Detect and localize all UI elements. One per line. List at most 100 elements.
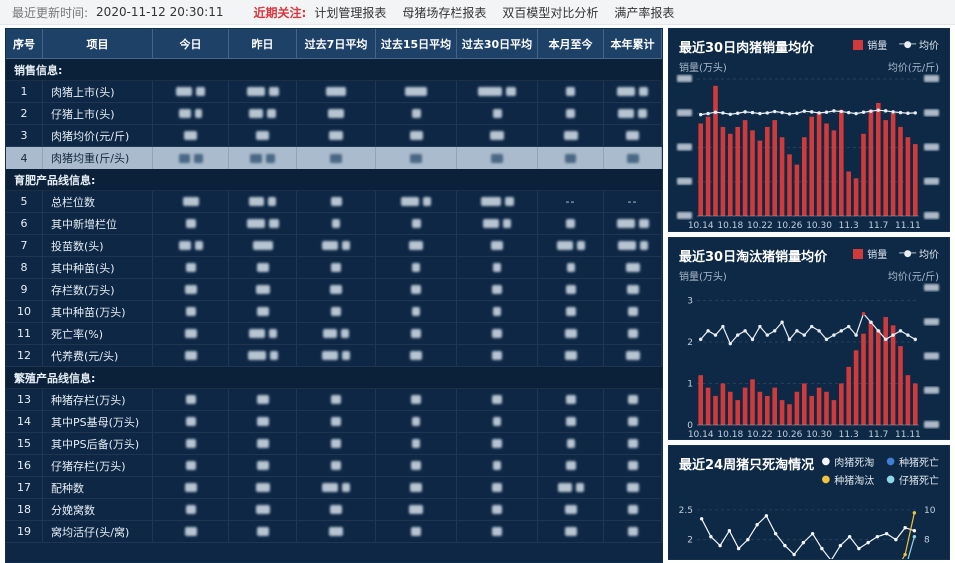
legend-item: ● 种猪淘汰 xyxy=(822,472,875,487)
value-cell xyxy=(229,81,297,102)
redacted-value xyxy=(185,417,196,426)
redacted-value xyxy=(268,87,279,96)
legend-swatch-dot: ● xyxy=(886,474,895,485)
table-row[interactable]: 9 存栏数(万头) xyxy=(6,279,662,301)
redacted-value xyxy=(411,527,421,536)
table-row[interactable]: 18 分娩窝数 xyxy=(6,499,662,521)
table-row[interactable]: 13 种猪存栏(万头) xyxy=(6,389,662,411)
redacted-value xyxy=(492,505,502,514)
value-cell xyxy=(604,323,662,344)
table-row[interactable]: 6 其中新增栏位 xyxy=(6,213,662,235)
table-row[interactable]: 19 窝均活仔(头/窝) xyxy=(6,521,662,543)
redacted-value xyxy=(256,417,269,426)
report-link[interactable]: 计划管理报表 xyxy=(314,5,387,20)
data-point xyxy=(838,543,843,548)
data-point xyxy=(743,110,747,114)
value-cell xyxy=(297,279,376,300)
redacted-value xyxy=(627,307,638,316)
row-label: 分娩窝数 xyxy=(43,499,153,520)
legend-label: 肉猪死淘 xyxy=(834,458,875,469)
value-cell xyxy=(229,411,297,432)
table-row[interactable]: 5 总栏位数 -- -- xyxy=(6,191,662,213)
redacted-value xyxy=(566,263,575,272)
value-cell: -- xyxy=(538,191,604,212)
data-point xyxy=(861,110,866,114)
redacted-value xyxy=(617,87,635,96)
redacted-value xyxy=(410,153,422,163)
svg-text:10.18: 10.18 xyxy=(717,221,743,231)
value-cell xyxy=(229,499,297,520)
data-point xyxy=(728,341,732,346)
report-link[interactable]: 双百模型对比分析 xyxy=(502,5,599,20)
value-cell xyxy=(604,257,662,278)
table-row[interactable]: 2 仔猪上市(头) xyxy=(6,103,662,125)
chart-svg: 1.522.56810 xyxy=(679,506,936,559)
value-cell xyxy=(376,411,457,432)
bar xyxy=(750,379,755,425)
table-row[interactable]: 8 其中种苗(头) xyxy=(6,257,662,279)
redacted-value xyxy=(331,307,341,316)
data-point xyxy=(875,534,880,539)
data-point xyxy=(718,543,722,548)
value-cell xyxy=(604,213,662,234)
report-link[interactable]: 满产率报表 xyxy=(614,5,675,20)
redacted-value xyxy=(626,285,639,294)
table-row[interactable]: 16 仔猪存栏(万头) xyxy=(6,455,662,477)
redacted-value xyxy=(176,87,192,96)
table-row[interactable]: 7 投苗数(头) xyxy=(6,235,662,257)
report-link[interactable]: 母猪场存栏报表 xyxy=(402,5,487,20)
table-row[interactable]: 17 配种数 xyxy=(6,477,662,499)
legend-label: 销量 xyxy=(867,41,888,52)
value-cell xyxy=(297,521,376,542)
redacted-value xyxy=(268,197,276,206)
right-axis-caption: 均价(元/斤) xyxy=(887,272,939,283)
data-point xyxy=(912,511,917,515)
value-cell xyxy=(376,521,457,542)
legend-item: ● 肉猪死淘 xyxy=(822,454,875,469)
redacted-value xyxy=(256,439,269,448)
value-cell xyxy=(153,213,229,234)
value-cell xyxy=(153,191,229,212)
row-label: 其中PS后备(万头) xyxy=(43,433,153,454)
row-index: 5 xyxy=(6,191,43,212)
data-point xyxy=(824,337,829,342)
redacted-value xyxy=(256,395,269,404)
table-row[interactable]: 15 其中PS后备(万头) xyxy=(6,433,662,455)
redacted-value xyxy=(491,241,503,250)
table-row[interactable]: 14 其中PS基母(万头) xyxy=(6,411,662,433)
table-row[interactable]: 1 肉猪上市(头) xyxy=(6,81,662,103)
data-point xyxy=(866,540,870,545)
value-cell xyxy=(457,235,538,256)
table-row[interactable]: 3 肉猪均价(元/斤) xyxy=(6,125,662,147)
value-cell xyxy=(153,301,229,322)
redacted-value xyxy=(330,285,342,294)
bar xyxy=(713,395,718,425)
table-row[interactable]: 12 代养费(元/头) xyxy=(6,345,662,367)
value-cell xyxy=(538,301,604,322)
value-cell xyxy=(297,499,376,520)
data-point xyxy=(824,110,829,114)
chart-legend: 销量 ─●─ 均价 xyxy=(853,246,939,261)
redacted-value xyxy=(565,307,576,316)
redacted-value xyxy=(194,241,203,250)
data-point xyxy=(802,109,806,113)
bar xyxy=(883,317,888,425)
value-cell xyxy=(457,81,538,102)
value-cell xyxy=(153,323,229,344)
legend-item: ─●─ 均价 xyxy=(899,37,939,53)
table-row[interactable]: 10 其中种苗(万头) xyxy=(6,301,662,323)
redacted-value xyxy=(626,153,639,163)
data-point xyxy=(861,311,866,316)
legend-label: 种猪死亡 xyxy=(899,458,939,469)
bar xyxy=(846,366,851,425)
value-cell xyxy=(604,477,662,498)
update-time-label: 最近更新时间: xyxy=(12,5,89,20)
value-cell xyxy=(457,345,538,366)
table-row[interactable]: 11 死亡率(%) xyxy=(6,323,662,345)
value-cell xyxy=(229,147,297,169)
row-index: 1 xyxy=(6,81,43,102)
bar xyxy=(787,404,792,425)
svg-text:11.7: 11.7 xyxy=(868,430,888,440)
table-row[interactable]: 4 肉猪均重(斤/头) xyxy=(6,147,662,169)
redacted-value xyxy=(563,131,578,140)
